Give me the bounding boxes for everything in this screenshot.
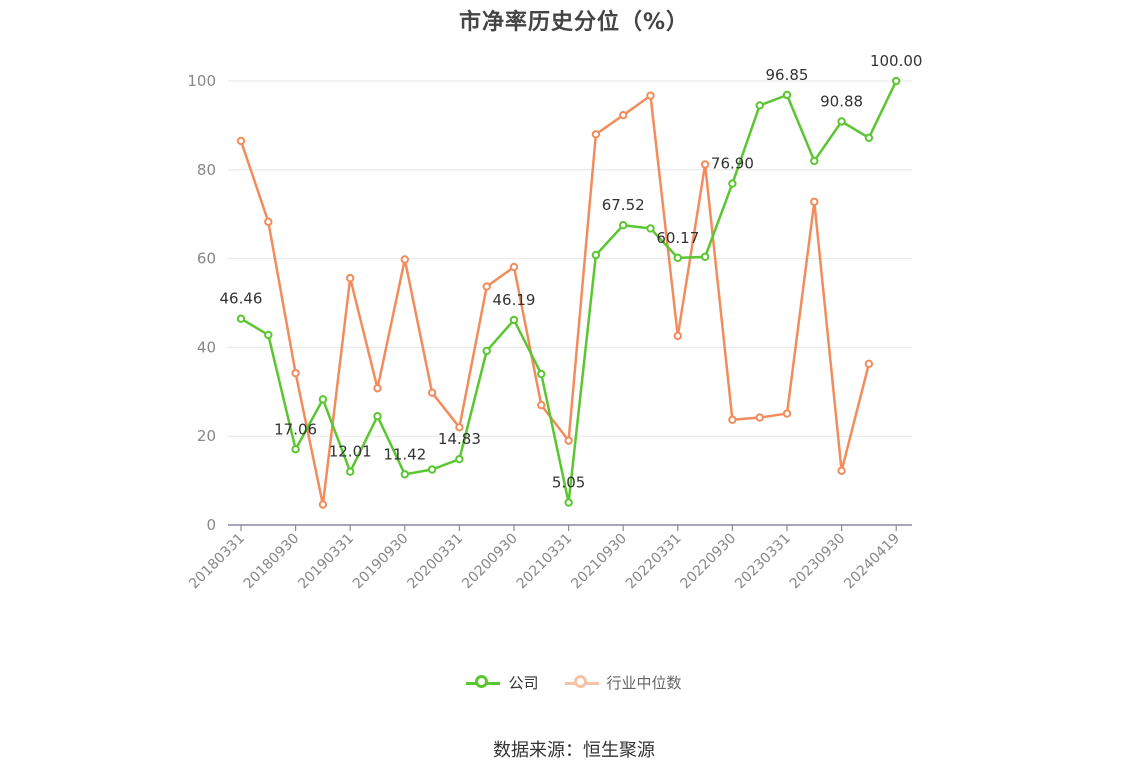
data-point: [646, 91, 655, 100]
data-label: 96.85: [766, 66, 809, 84]
x-tick-label: 20180930: [241, 531, 303, 593]
data-point: [346, 273, 355, 283]
series-line: [239, 94, 871, 506]
data-point: [264, 330, 273, 340]
legend-label: 行业中位数: [606, 674, 682, 692]
data-label: 60.17: [656, 229, 699, 247]
x-tick-label: 20230930: [787, 531, 849, 593]
x-tick-label: 20180331: [186, 531, 248, 593]
x-tick-label: 20190331: [295, 531, 357, 593]
y-tick-label: 40: [197, 338, 216, 356]
data-point: [236, 314, 246, 323]
data-point: [619, 221, 628, 230]
legend-line-icon: [564, 674, 599, 690]
data-point: [591, 250, 601, 260]
data-point: [537, 369, 546, 379]
y-tick-label: 0: [206, 516, 216, 534]
data-point: [291, 445, 300, 454]
data-point: [400, 255, 409, 264]
data-point: [864, 133, 874, 143]
data-point: [673, 331, 682, 341]
data-point: [837, 117, 846, 126]
data-point: [373, 412, 382, 421]
data-label: 12.01: [329, 443, 372, 461]
data-point: [427, 465, 437, 474]
legend-label: 公司: [508, 674, 539, 692]
data-point: [728, 179, 737, 188]
data-point: [537, 400, 546, 410]
data-point: [728, 415, 737, 424]
data-point: [236, 136, 246, 146]
x-tick-label: 20190930: [350, 531, 412, 593]
data-point: [782, 90, 792, 100]
x-tick-label: 20220331: [623, 531, 685, 593]
x-tick-label: 20200331: [405, 531, 467, 593]
x-tick-label: 20240419: [841, 531, 903, 593]
legend-line-icon: [466, 674, 501, 690]
x-tick-label: 20210331: [514, 531, 576, 593]
data-point: [291, 368, 300, 378]
data-point: [619, 110, 628, 120]
axes: 0 20 40 60 80 100 2018033120180930201903312019…: [186, 72, 912, 592]
data-label: 11.42: [383, 445, 426, 463]
data-label: 90.88: [820, 92, 863, 110]
data-label: 46.19: [493, 291, 536, 309]
data-label: 67.52: [602, 196, 645, 214]
x-tick-label: 20200930: [459, 531, 521, 593]
grid-lines: [228, 80, 912, 437]
data-point: [318, 395, 328, 404]
data-point: [810, 197, 819, 206]
x-tick-label: 20230331: [732, 531, 794, 593]
data-label: 14.83: [438, 430, 481, 448]
data-point: [755, 413, 764, 422]
data-label: 76.90: [711, 155, 754, 173]
data-point: [646, 224, 655, 233]
data-point: [837, 466, 846, 476]
legend-item-company[interactable]: 公司: [466, 672, 539, 693]
data-point: [455, 423, 464, 432]
data-point: [455, 454, 464, 464]
data-point: [810, 156, 819, 166]
data-point: [373, 384, 382, 393]
data-label: 46.46: [220, 290, 263, 308]
x-tick-label: 20220930: [678, 531, 740, 593]
data-point: [482, 346, 491, 356]
series: [236, 76, 901, 509]
data-point: [318, 500, 328, 509]
y-tick-label: 100: [187, 72, 216, 90]
data-labels: 46.46 17.06 12.01 11.42 14.83 46.19 5.05 67.52 6…: [220, 52, 923, 492]
data-point: [700, 160, 710, 169]
data-point: [427, 388, 437, 397]
chart-title: 市净率历史分位（%）: [458, 10, 690, 35]
data-point: [755, 101, 764, 110]
y-tick-label: 20: [197, 427, 216, 445]
data-point: [591, 130, 601, 139]
data-point: [673, 253, 682, 263]
y-tick-label: 80: [197, 161, 216, 179]
data-point: [892, 76, 901, 86]
data-label: 100.00: [870, 52, 923, 70]
y-tick-label: 60: [197, 250, 216, 268]
data-point: [400, 470, 409, 479]
data-point: [264, 217, 273, 226]
data-label: 17.06: [274, 420, 317, 438]
data-point: [346, 467, 355, 476]
data-point: [509, 315, 519, 325]
source-note: 数据来源：恒生聚源: [493, 740, 655, 761]
legend: 公司 行业中位数: [0, 672, 1148, 693]
legend-item-industry-median[interactable]: 行业中位数: [564, 672, 682, 693]
data-label: 5.05: [552, 474, 585, 492]
data-point: [564, 436, 573, 445]
data-point: [564, 498, 573, 507]
data-point: [864, 359, 874, 369]
data-point: [482, 282, 491, 291]
data-point: [509, 262, 519, 272]
data-point: [700, 252, 710, 262]
data-point: [782, 409, 792, 418]
x-tick-label: 20210930: [568, 531, 630, 593]
